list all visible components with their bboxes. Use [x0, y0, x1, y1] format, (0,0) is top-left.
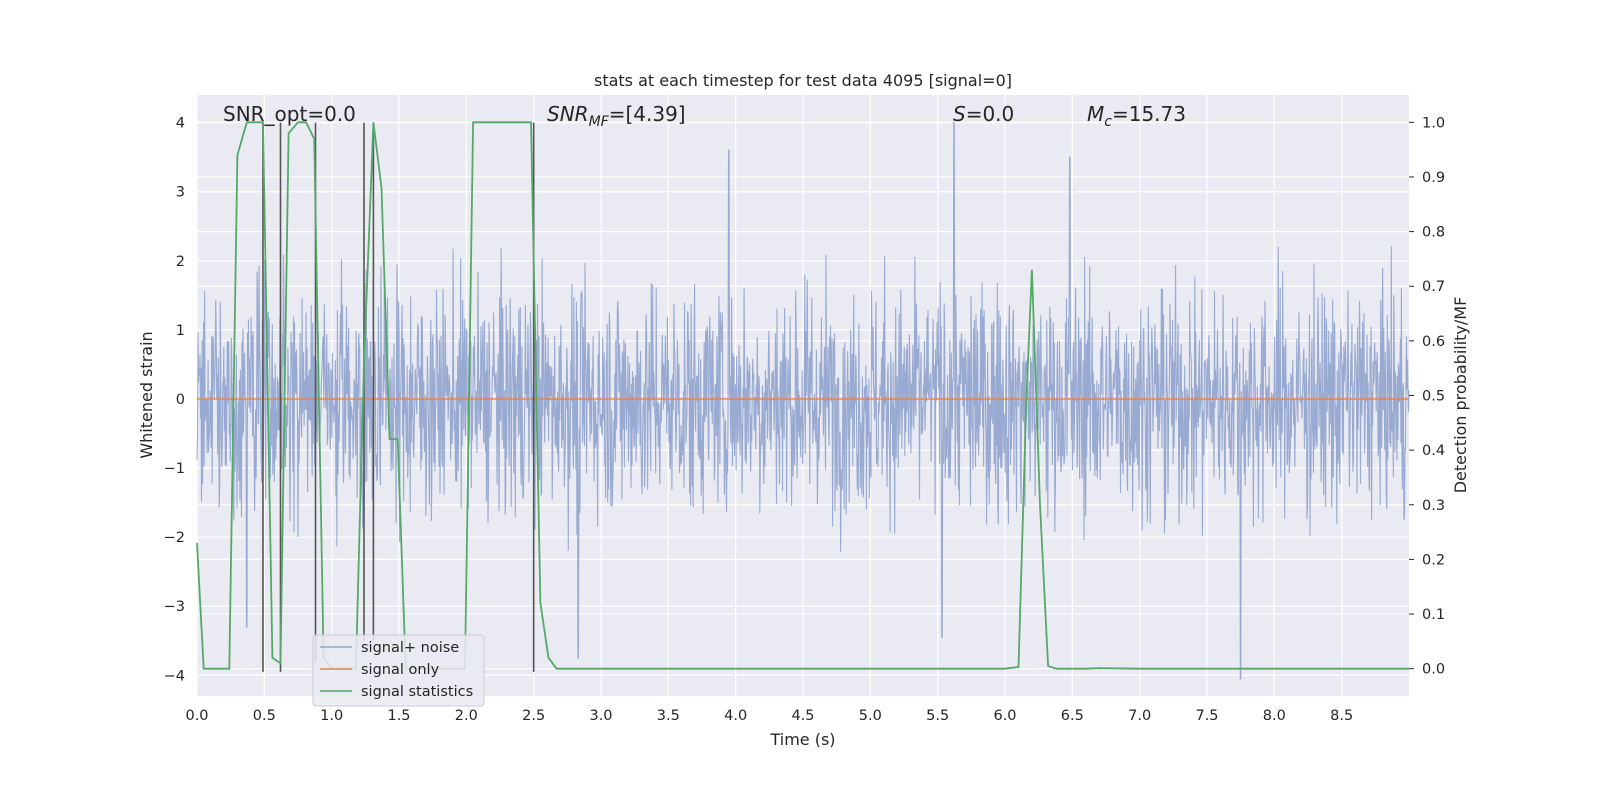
x-tick-label: 2.0 — [455, 708, 478, 724]
annotation-s-label: S — [953, 102, 966, 126]
y-tick-label: 3 — [176, 185, 185, 201]
x-tick-label: 1.0 — [320, 708, 343, 724]
y-tick-label: −1 — [164, 461, 185, 477]
x-tick-label: 4.0 — [724, 708, 747, 724]
y2-tick-label: 0.2 — [1422, 552, 1445, 568]
x-axis-label: Time (s) — [769, 730, 835, 749]
y2-tick-label: 0.8 — [1422, 225, 1445, 241]
y-tick-label: 2 — [176, 254, 185, 270]
annotation-snr-opt: SNR_opt=0.0 — [223, 102, 356, 126]
annotation-mc: Mc=15.73 — [1087, 102, 1186, 130]
annotation-snr-mf-sub: MF — [589, 114, 610, 130]
grid — [196, 95, 1409, 696]
x-tick-label: 6.5 — [1061, 708, 1084, 724]
annotation-s-value: =0.0 — [966, 102, 1015, 126]
signal-noise-series — [196, 122, 1410, 680]
y-tick-label: −4 — [164, 668, 185, 684]
y2-tick-label: 0.9 — [1422, 170, 1445, 186]
x-tick-label: 4.5 — [791, 708, 814, 724]
y2-tick-label: 1.0 — [1422, 115, 1445, 131]
x-tick-label: 1.5 — [387, 708, 410, 724]
legend-box — [312, 634, 485, 707]
legend-label-signal-noise: signal+ noise — [361, 640, 459, 656]
y-tick-label: 4 — [176, 116, 185, 132]
y2-tick-label: 0.3 — [1422, 498, 1445, 514]
annotation-snr-mf: SNRMF=[4.39] — [547, 102, 686, 130]
y2-tick-label: 0.7 — [1422, 279, 1445, 295]
x-tick-label: 3.5 — [657, 708, 680, 724]
y2-tick-label: 0.4 — [1422, 443, 1445, 459]
x-tick-label: 8.0 — [1263, 708, 1286, 724]
x-tick-label: 7.5 — [1195, 708, 1218, 724]
x-tick-label: 5.0 — [859, 708, 882, 724]
y2-axis-label: Detection probability/MF — [1451, 297, 1470, 494]
annotation-mc-sub: c — [1104, 114, 1112, 130]
legend: signal+ noise signal only signal statist… — [312, 634, 485, 707]
tick-labels: 0.0 0.5 1.0 1.5 2.0 2.5 3.0 3.5 4.0 4.5 5.0 5.5 6.0 6… — [164, 115, 1445, 724]
legend-label-signal-only: signal only — [361, 662, 440, 678]
x-tick-label: 0.5 — [253, 708, 276, 724]
signal-noise-line — [196, 122, 1410, 680]
y2-tick-label: 0.0 — [1422, 662, 1445, 678]
annotation-mc-value: =15.73 — [1112, 102, 1186, 126]
x-tick-label: 0.0 — [185, 708, 208, 724]
y2-tick-label: 0.5 — [1422, 389, 1445, 405]
x-tick-label: 7.0 — [1128, 708, 1151, 724]
x-tick-label: 5.5 — [926, 708, 949, 724]
annotation-snr-mf-value: =[4.39] — [609, 102, 686, 126]
chart-title: stats at each timestep for test data 409… — [594, 71, 1012, 90]
annotation-s: S=0.0 — [953, 102, 1014, 126]
y-tick-label: 1 — [176, 323, 185, 339]
x-tick-label: 6.0 — [993, 708, 1016, 724]
y2-tick-label: 0.6 — [1422, 334, 1445, 350]
y-tick-label: 0 — [176, 392, 185, 408]
annotation-mc-label: M — [1087, 102, 1104, 126]
y-axis-label: Whitened strain — [137, 331, 156, 458]
x-tick-label: 3.0 — [589, 708, 612, 724]
y-tick-label: −2 — [164, 530, 185, 546]
y2-tick-label: 0.1 — [1422, 607, 1445, 623]
x-tick-label: 8.5 — [1330, 708, 1353, 724]
y-tick-label: −3 — [164, 599, 185, 615]
x-tick-label: 2.5 — [522, 708, 545, 724]
annotation-snr-mf-label: SNR — [547, 102, 589, 126]
legend-label-signal-statistics: signal statistics — [361, 684, 473, 700]
